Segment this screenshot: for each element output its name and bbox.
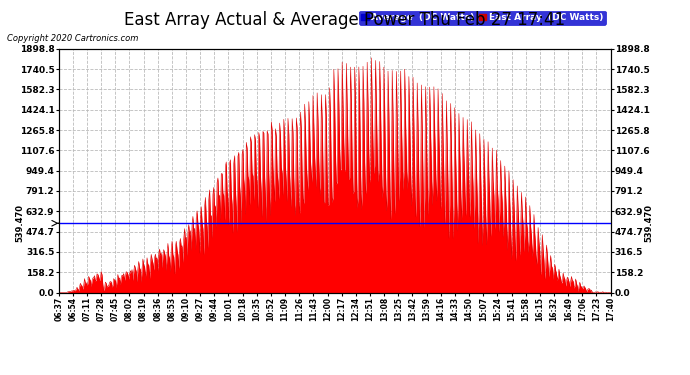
Text: East Array Actual & Average Power Thu Feb 27 17:41: East Array Actual & Average Power Thu Fe… — [124, 11, 566, 29]
Text: 539.470: 539.470 — [15, 204, 25, 242]
Text: 539.470: 539.470 — [644, 204, 654, 242]
Text: Copyright 2020 Cartronics.com: Copyright 2020 Cartronics.com — [7, 34, 138, 43]
Legend: Average  (DC Watts), East Array  (DC Watts): Average (DC Watts), East Array (DC Watts… — [359, 10, 606, 25]
